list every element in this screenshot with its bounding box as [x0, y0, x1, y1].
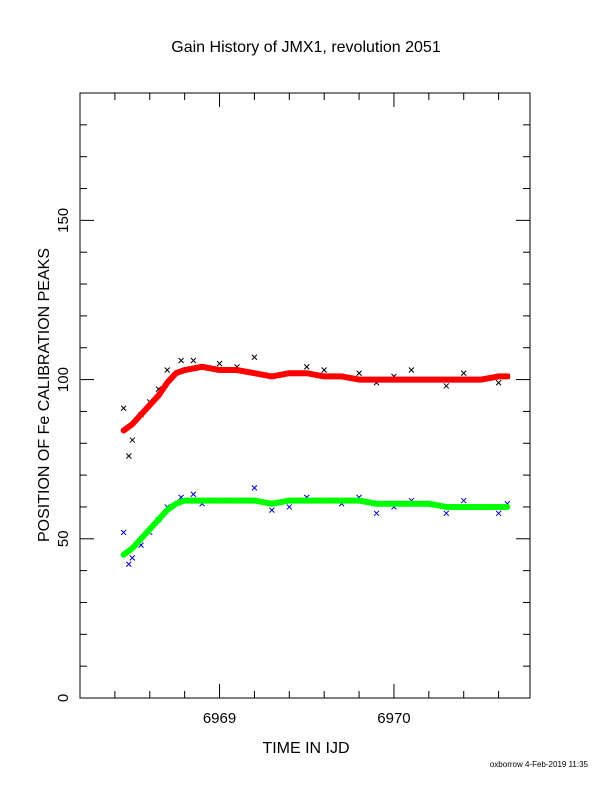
data-point: [303, 363, 310, 370]
x-axis-label: TIME IN IJD: [262, 740, 349, 757]
y-tick-label: 150: [55, 208, 72, 233]
fit-line: [120, 363, 511, 434]
data-point: [251, 484, 258, 491]
data-point: [321, 367, 328, 373]
y-axis-label: POSITION OF Fe CALIBRATION PEAKS: [36, 248, 53, 542]
data-point: [216, 360, 223, 367]
data-point: [408, 367, 415, 373]
data-point: [120, 405, 127, 412]
data-point: [495, 510, 502, 517]
plot-frame: [79, 92, 531, 699]
data-point: [356, 370, 362, 377]
data-point: [286, 504, 293, 510]
footer-stamp: oxborrow 4-Feb-2019 11:35: [490, 760, 589, 769]
data-point: [164, 367, 171, 373]
data-point: [125, 453, 132, 459]
y-tick-label: 50: [55, 530, 72, 547]
data-point: [251, 354, 258, 361]
data-point: [190, 357, 197, 364]
data-point: [120, 529, 127, 536]
data-point: [129, 555, 136, 561]
data-point: [373, 510, 380, 517]
data-point: [443, 383, 450, 389]
axis-ticks: [79, 92, 530, 699]
fit-line: [120, 497, 511, 558]
data-point: [190, 491, 197, 498]
data-point: [129, 437, 136, 443]
y-tick-label: 100: [55, 367, 72, 392]
data-point: [460, 370, 467, 377]
x-tick-label: 6969: [203, 710, 236, 727]
data-point: [125, 561, 132, 568]
y-tick-label: 0: [55, 694, 72, 702]
data-point: [269, 507, 275, 513]
data-series: [120, 354, 511, 568]
data-point: [443, 510, 450, 517]
x-tick-label: 6970: [377, 710, 410, 727]
series-1: [120, 484, 511, 568]
data-point: [178, 357, 185, 364]
series-3: [120, 497, 511, 558]
data-point: [495, 379, 502, 386]
data-point: [460, 497, 467, 504]
tick-labels: 6969 6970 0 50 100 150: [55, 208, 411, 727]
chart-title: Gain History of JMX1, revolution 2051: [171, 39, 441, 56]
series-2: [120, 363, 511, 434]
